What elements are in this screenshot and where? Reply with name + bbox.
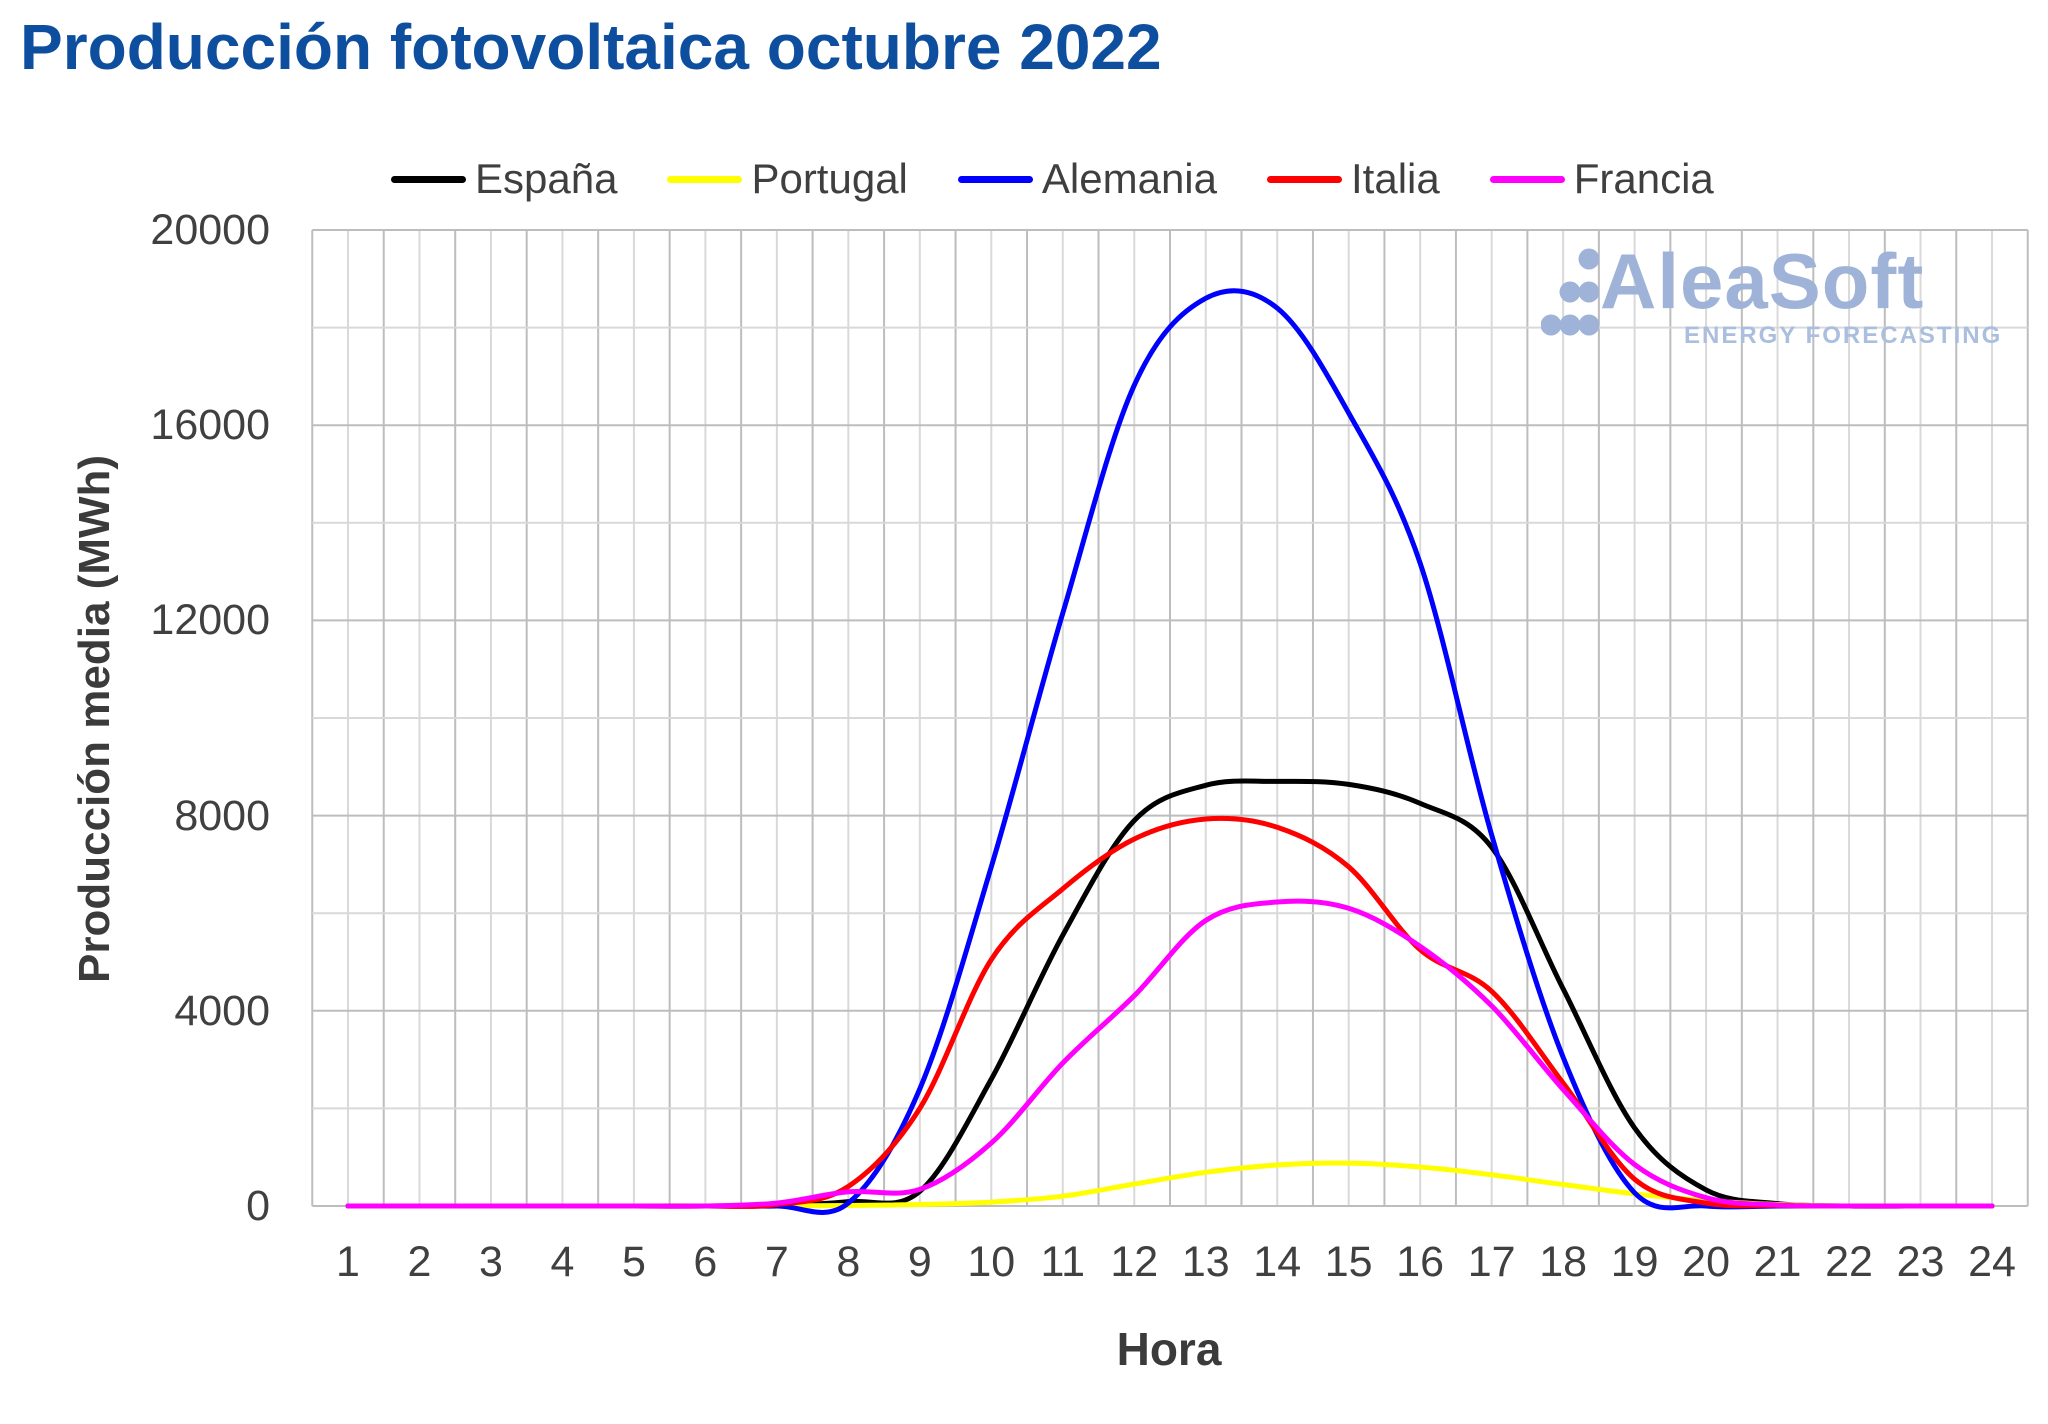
x-tick-label: 12 — [1110, 1238, 1159, 1286]
legend-swatch — [391, 175, 466, 183]
chart-title: Producción fotovoltaica octubre 2022 — [20, 11, 1162, 83]
y-tick-label: 0 — [246, 1182, 270, 1230]
legend-item-francia: Francia — [1489, 155, 1714, 202]
logo-dot — [1578, 248, 1600, 270]
legend-swatch — [1489, 175, 1565, 183]
y-tick-label: 16000 — [150, 401, 270, 450]
legend-swatch — [1267, 175, 1342, 183]
x-tick-label: 21 — [1753, 1238, 1802, 1286]
legend-item-alemania: Alemania — [957, 155, 1217, 202]
logo-dot — [1559, 281, 1581, 303]
x-tick-label: 8 — [836, 1238, 861, 1286]
x-tick-label: 18 — [1539, 1238, 1588, 1286]
y-tick-label: 8000 — [174, 791, 270, 840]
x-tick-label: 9 — [907, 1238, 932, 1286]
logo-dot — [1578, 314, 1600, 336]
legend-item-portugal: Portugal — [667, 155, 908, 202]
x-tick-label: 2 — [407, 1238, 432, 1286]
legend-label: Francia — [1573, 155, 1714, 202]
legend-label: Italia — [1351, 155, 1440, 202]
x-tick-label: 10 — [967, 1238, 1016, 1286]
x-tick-label: 19 — [1610, 1238, 1659, 1286]
y-tick-label: 4000 — [174, 986, 270, 1035]
x-tick-label: 7 — [764, 1238, 789, 1286]
x-tick-label: 20 — [1682, 1238, 1731, 1286]
y-tick-label: 12000 — [150, 596, 270, 645]
legend-swatch — [667, 175, 743, 183]
y-tick-label: 20000 — [150, 206, 270, 254]
logo-name: AleaSoft — [1600, 237, 1925, 325]
legend-swatch — [957, 175, 1033, 183]
x-tick-label: 13 — [1181, 1238, 1230, 1286]
x-tick-label: 3 — [478, 1238, 503, 1286]
x-axis-title: Hora — [1116, 1323, 1222, 1375]
chart-legend: España Portugal Alemania Italia Francia — [391, 158, 1764, 200]
x-tick-label: 5 — [621, 1238, 646, 1286]
x-tick-label: 6 — [693, 1238, 718, 1286]
x-tick-label: 1 — [336, 1238, 360, 1286]
x-tick-label: 23 — [1896, 1238, 1945, 1286]
logo-dot — [1540, 314, 1562, 336]
x-tick-label: 15 — [1324, 1238, 1373, 1286]
x-tick-label: 16 — [1396, 1238, 1445, 1286]
x-tick-label: 24 — [1968, 1238, 2016, 1286]
logo-dots-icon — [1540, 248, 1600, 336]
x-tick-label: 11 — [1040, 1238, 1086, 1286]
x-tick-label: 17 — [1467, 1238, 1516, 1286]
aleasoft-logo: AleaSoft ENERGY FORECASTING — [1540, 242, 2021, 349]
series-line-francia — [345, 898, 1995, 1209]
legend-label: Alemania — [1041, 155, 1217, 202]
y-axis-title: Producción media (MWh) — [70, 455, 119, 983]
logo-dot — [1578, 281, 1600, 303]
legend-label: España — [475, 155, 618, 202]
x-tick-label: 4 — [550, 1238, 575, 1286]
legend-label: Portugal — [751, 155, 908, 202]
x-tick-label: 14 — [1253, 1238, 1302, 1286]
x-tick-label: 22 — [1825, 1238, 1873, 1286]
logo-tagline: ENERGY FORECASTING — [1684, 322, 2003, 349]
legend-item-italia: Italia — [1267, 158, 1440, 200]
legend-item-españa: España — [391, 158, 617, 200]
logo-dot — [1559, 314, 1581, 336]
